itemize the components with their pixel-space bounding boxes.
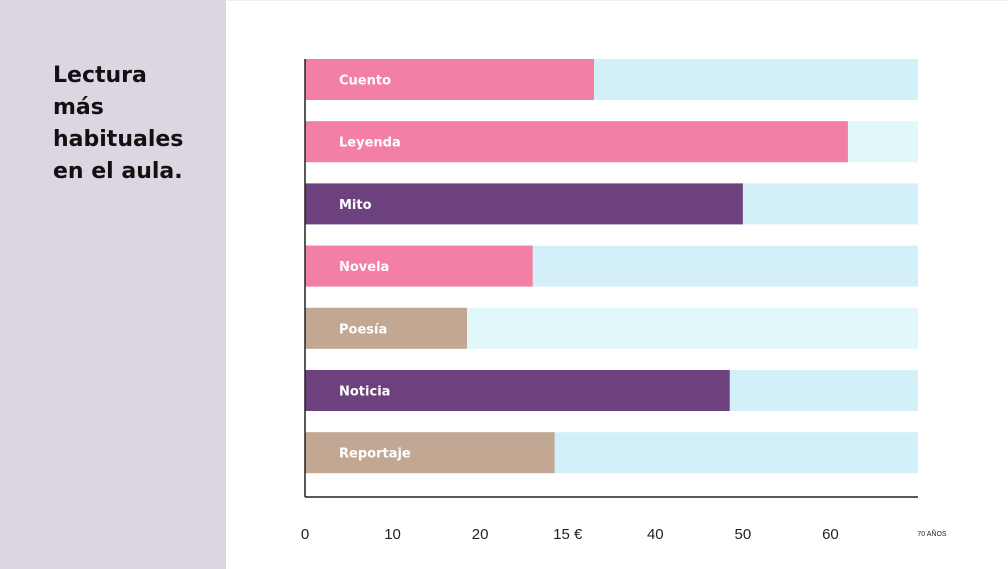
top-border xyxy=(226,0,1008,1)
bar-noticia xyxy=(305,370,730,411)
title-line-3: habituales xyxy=(53,127,184,152)
bar-label-noticia: Noticia xyxy=(339,385,390,400)
x-tick-label: 70 AÑOS xyxy=(917,529,947,538)
title-line-1: Lectura xyxy=(53,63,147,88)
x-tick-label: 50 xyxy=(735,526,752,543)
bar-reportaje xyxy=(305,432,555,474)
x-tick-label: 10 xyxy=(384,526,401,543)
bar-poesia xyxy=(305,307,468,349)
bar-leyenda xyxy=(305,121,848,163)
bar-label-poesia: Poesía xyxy=(339,322,387,337)
bar-label-mito: Mito xyxy=(339,198,372,213)
title-line-2: más xyxy=(53,95,104,120)
x-tick-label: 15 € xyxy=(553,526,583,543)
title-line-4: en el aula. xyxy=(53,159,183,184)
sidebar-panel xyxy=(0,0,226,569)
slide-title: Lectura más habituales en el aula. xyxy=(53,60,218,188)
x-tick-label: 60 xyxy=(822,526,839,543)
bar-label-reportaje: Reportaje xyxy=(339,447,411,462)
bar-cuento xyxy=(305,59,594,100)
bar-label-cuento: Cuento xyxy=(339,74,391,89)
x-tick-label: 20 xyxy=(472,526,489,543)
bar-mito xyxy=(305,183,743,225)
x-tick-label: 40 xyxy=(647,526,664,543)
x-tick-label: 0 xyxy=(301,526,309,543)
bar-label-leyenda: Leyenda xyxy=(339,136,401,151)
bar-label-novela: Novela xyxy=(339,260,389,275)
bar-novela xyxy=(305,245,533,287)
